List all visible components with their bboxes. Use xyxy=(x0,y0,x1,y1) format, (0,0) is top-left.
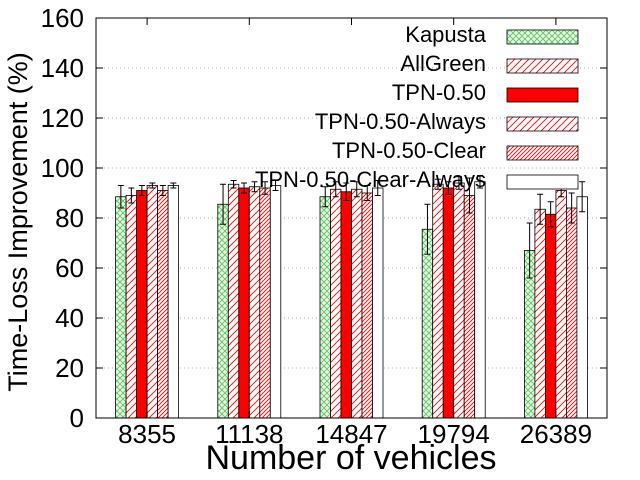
bars xyxy=(115,175,588,419)
legend-label: TPN-0.50-Clear xyxy=(332,138,486,163)
bar xyxy=(432,183,444,419)
bar xyxy=(125,195,137,419)
legend-swatch xyxy=(506,87,579,103)
bar xyxy=(421,228,434,419)
legend-swatch xyxy=(506,29,579,45)
y-tick-label: 20 xyxy=(55,353,84,383)
x-tick-label: 14847 xyxy=(315,419,387,449)
y-tick-label: 100 xyxy=(41,153,84,183)
bar xyxy=(351,188,363,419)
legend-label: AllGreen xyxy=(400,51,486,76)
legend: Kapusta AllGreen TPN-0.50 TPN-0.50-Always TP… xyxy=(255,22,579,192)
legend-label: TPN-0.50-Clear-Always xyxy=(255,167,486,192)
bar xyxy=(555,190,567,419)
x-tick-label: 19794 xyxy=(418,419,490,449)
bar xyxy=(340,191,352,419)
y-tick-label: 120 xyxy=(41,103,84,133)
y-tick-label: 60 xyxy=(55,253,84,283)
x-axis-label: Number of vehicles xyxy=(205,439,496,477)
bar xyxy=(157,190,169,419)
bar xyxy=(115,196,127,419)
bar xyxy=(330,188,342,419)
legend-label: Kapusta xyxy=(405,22,486,47)
bar xyxy=(545,213,557,419)
x-tick-label: 11138 xyxy=(215,419,283,449)
legend-label: TPN-0.50-Always xyxy=(315,109,486,134)
x-tick-label: 8355 xyxy=(118,419,176,449)
y-axis-label: Time-Loss Improvement (%) xyxy=(3,52,33,392)
bar xyxy=(442,187,455,419)
y-tick-label: 160 xyxy=(41,3,84,33)
bar xyxy=(319,196,331,419)
bar xyxy=(136,190,148,419)
y-tick-label: 0 xyxy=(70,403,84,433)
bar xyxy=(453,182,465,419)
y-tick-label: 80 xyxy=(55,203,84,233)
bar xyxy=(248,186,261,419)
bar xyxy=(534,208,546,419)
legend-label: TPN-0.50 xyxy=(392,80,486,105)
bar xyxy=(146,185,159,419)
bar xyxy=(167,185,180,419)
legend-swatch xyxy=(506,145,579,161)
legend-swatch xyxy=(506,174,579,190)
bar xyxy=(474,181,486,419)
x-tick-labels: 8355 11138 14847 19794 26389 xyxy=(118,419,592,449)
bar xyxy=(259,187,271,419)
bar xyxy=(566,207,578,419)
y-tick-labels: 0 20 40 60 80 100 120 140 160 xyxy=(41,3,84,433)
axes xyxy=(95,17,608,419)
bar xyxy=(238,187,250,419)
bar xyxy=(217,203,229,419)
bar xyxy=(227,183,240,419)
legend-swatch xyxy=(506,58,579,74)
y-tick-label: 140 xyxy=(41,53,84,83)
bar xyxy=(576,196,588,419)
bar xyxy=(269,185,282,419)
legend-swatch xyxy=(506,116,579,132)
bar xyxy=(463,195,476,419)
x-tick-label: 26389 xyxy=(520,419,592,449)
bar xyxy=(361,192,373,419)
bar xyxy=(372,187,384,419)
y-tick-label: 40 xyxy=(55,303,84,333)
